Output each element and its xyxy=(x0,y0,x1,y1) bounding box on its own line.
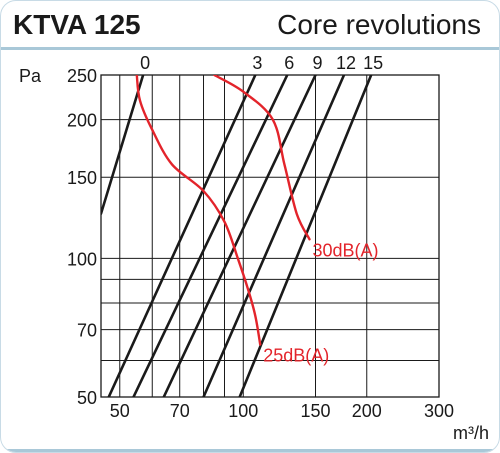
grid xyxy=(100,74,440,398)
plot-border xyxy=(100,74,440,398)
x-tick-label: 50 xyxy=(110,401,130,421)
y-tick-label: 150 xyxy=(67,168,97,188)
x-tick-label: 100 xyxy=(228,401,258,421)
noise-label: 25dB(A) xyxy=(263,346,329,366)
labels: 50 70 100 150 200 300 50 70 100 150 200 250 Pa m³/h 0 3… xyxy=(19,53,489,443)
x-tick-label: 200 xyxy=(352,401,382,421)
revolution-line xyxy=(162,75,317,397)
revolution-label: 15 xyxy=(363,53,383,73)
y-tick-label: 70 xyxy=(77,321,97,341)
noise-curves xyxy=(135,75,311,346)
noise-label: 30dB(A) xyxy=(312,240,378,260)
chart-subtitle: Core revolutions xyxy=(277,9,481,40)
revolution-label: 3 xyxy=(252,53,262,73)
x-tick-label: 70 xyxy=(170,401,190,421)
revolution-line xyxy=(238,75,373,397)
revolution-lines xyxy=(101,75,373,397)
x-tick-label: 150 xyxy=(300,401,330,421)
revolution-label: 0 xyxy=(140,53,150,73)
revolution-line xyxy=(107,75,257,397)
x-axis-label: m³/h xyxy=(453,423,489,443)
y-tick-label: 50 xyxy=(77,388,97,408)
noise-curve xyxy=(135,75,262,346)
chart-title: KTVA 125 xyxy=(13,9,141,40)
y-tick-label: 200 xyxy=(67,111,97,131)
x-tick-label: 300 xyxy=(424,401,454,421)
revolution-line xyxy=(202,75,346,397)
header-rule xyxy=(1,47,499,50)
noise-curve xyxy=(213,75,311,241)
revolution-line xyxy=(101,75,145,215)
y-axis-label: Pa xyxy=(19,66,42,86)
revolution-label: 9 xyxy=(312,53,322,73)
revolution-label: 6 xyxy=(284,53,294,73)
footer-rule xyxy=(1,449,499,452)
y-tick-label: 250 xyxy=(67,66,97,86)
revolution-line xyxy=(132,75,289,397)
revolution-label: 12 xyxy=(336,53,356,73)
y-tick-label: 100 xyxy=(67,249,97,269)
